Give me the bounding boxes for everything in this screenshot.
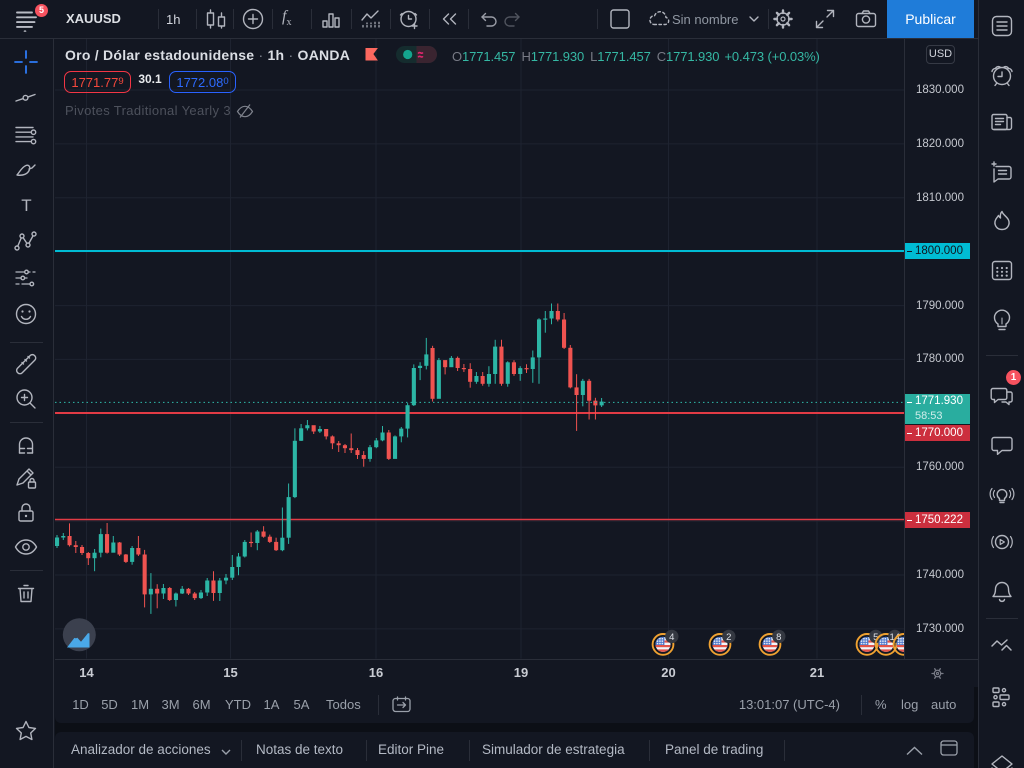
svg-text:5: 5 bbox=[873, 632, 878, 643]
svg-text:4: 4 bbox=[669, 632, 674, 643]
svg-text:14: 14 bbox=[890, 632, 901, 643]
svg-text:2: 2 bbox=[726, 632, 731, 643]
svg-text:8: 8 bbox=[776, 632, 781, 643]
